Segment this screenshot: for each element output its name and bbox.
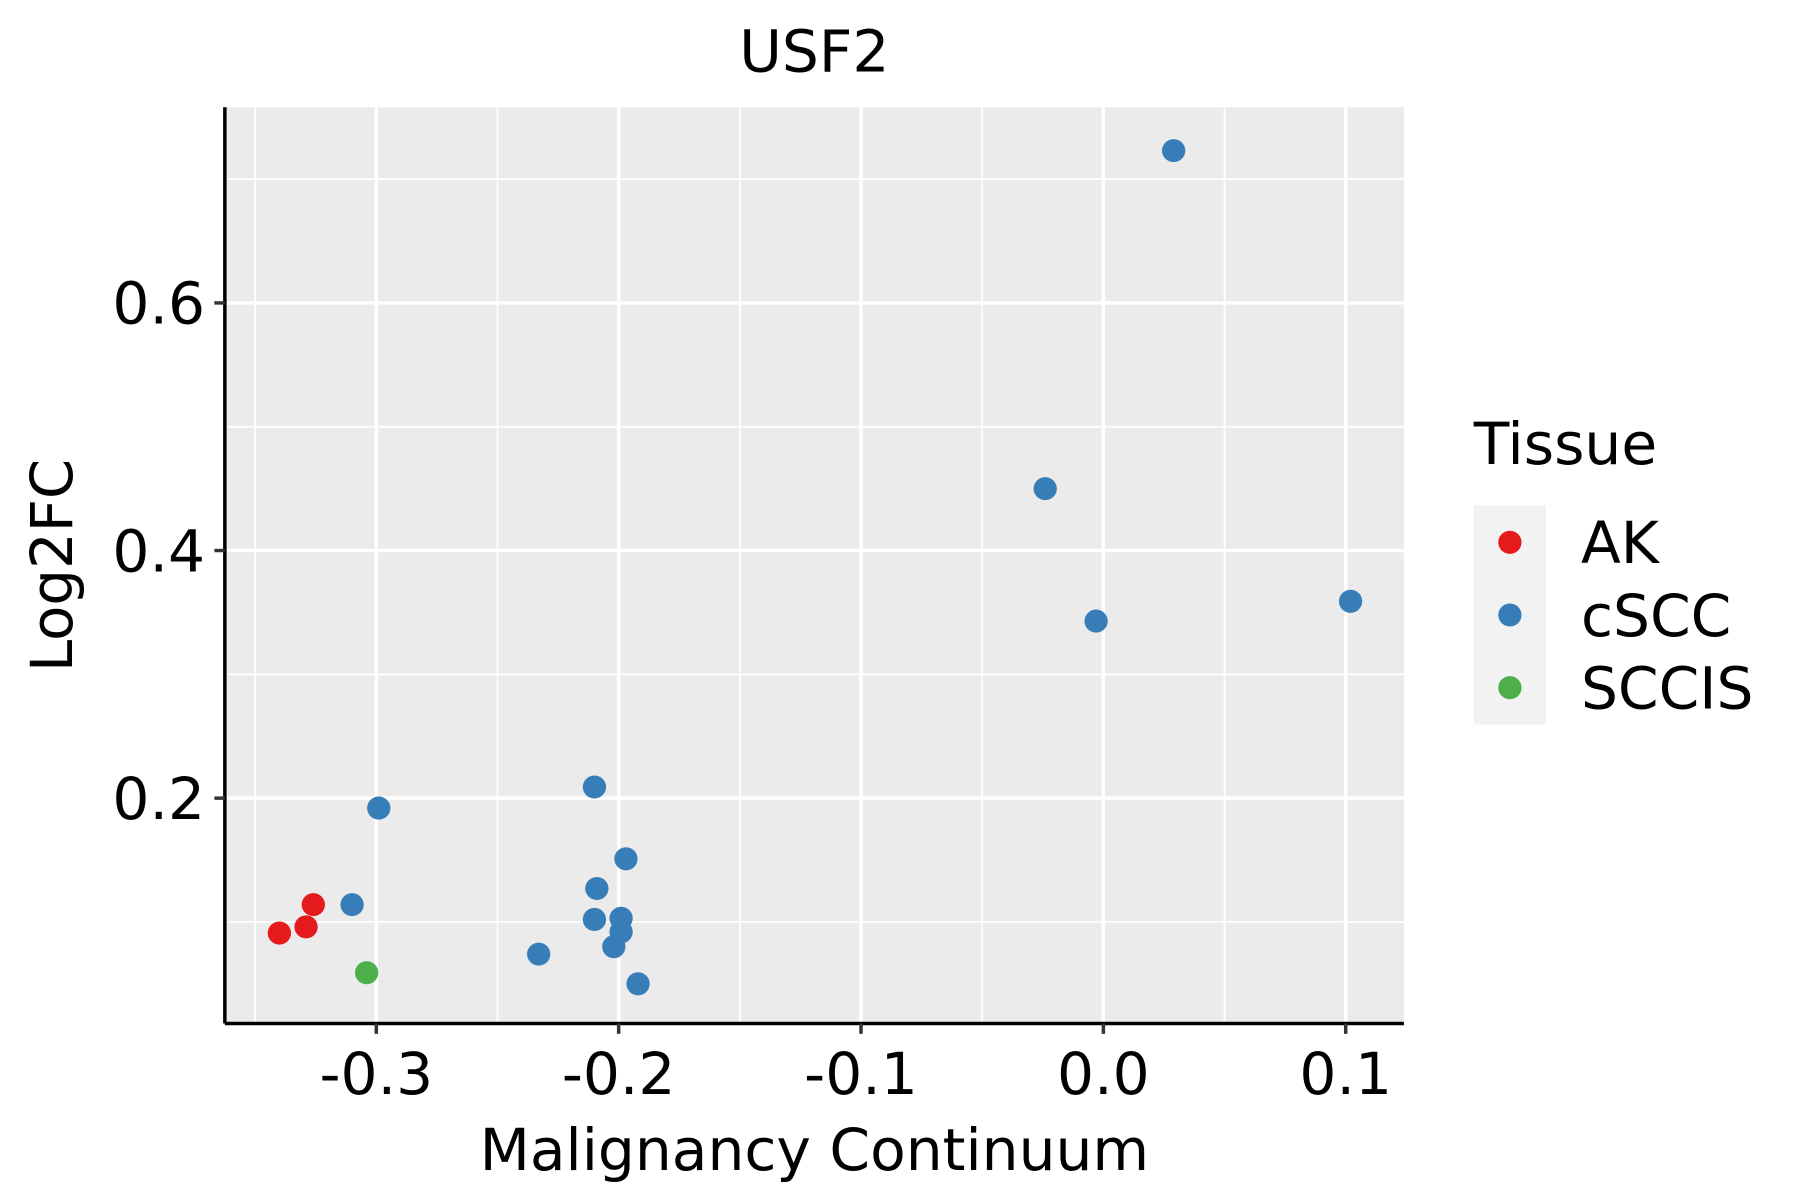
plot-panel bbox=[224, 107, 1404, 1024]
legend-key-sccis bbox=[1498, 676, 1522, 700]
chart-title: USF2 bbox=[739, 18, 889, 86]
x-tick-label: -0.2 bbox=[562, 1040, 676, 1108]
data-point-cscc bbox=[1338, 589, 1363, 613]
data-point-cscc bbox=[340, 893, 364, 917]
axis-ticks: -0.3 -0.2 -0.1 0.0 0.1 0.2 0.4 0.6 bbox=[112, 270, 1392, 1108]
legend-label-cscc: cSCC bbox=[1581, 582, 1731, 650]
data-point-ak bbox=[294, 915, 318, 939]
data-point-cscc bbox=[614, 847, 638, 871]
data-point-cscc bbox=[1162, 139, 1186, 163]
data-point-cscc bbox=[585, 876, 609, 901]
data-point-cscc bbox=[582, 775, 607, 799]
legend-key-cscc bbox=[1498, 603, 1522, 627]
legend-key-ak bbox=[1498, 530, 1522, 554]
data-point-cscc bbox=[367, 796, 391, 820]
x-tick-label: -0.1 bbox=[804, 1040, 918, 1108]
data-point-ak bbox=[301, 893, 325, 917]
data-point-cscc bbox=[602, 935, 626, 959]
data-point-ak bbox=[267, 921, 292, 945]
data-point-cscc bbox=[626, 972, 650, 996]
y-tick-label: 0.4 bbox=[112, 518, 205, 586]
legend-title: Tissue bbox=[1473, 410, 1657, 478]
gridlines bbox=[224, 107, 1404, 1024]
data-point-cscc bbox=[582, 907, 607, 932]
y-tick-label: 0.6 bbox=[112, 270, 205, 338]
data-point-cscc bbox=[527, 942, 551, 966]
x-tick-label: -0.3 bbox=[319, 1040, 433, 1108]
y-tick-label: 0.2 bbox=[112, 765, 205, 833]
y-axis-label: Log2FC bbox=[18, 459, 86, 672]
x-tick-label: 0.1 bbox=[1299, 1040, 1392, 1108]
legend-label-sccis: SCCIS bbox=[1581, 655, 1753, 723]
x-tick-label: 0.0 bbox=[1057, 1040, 1150, 1108]
data-point-cscc bbox=[1084, 609, 1108, 633]
x-axis-label: Malignancy Continuum bbox=[480, 1116, 1150, 1184]
data-point-cscc bbox=[1033, 477, 1057, 501]
data-points bbox=[267, 139, 1363, 996]
data-point-sccis bbox=[354, 961, 379, 985]
legend-label-ak: AK bbox=[1581, 509, 1661, 577]
